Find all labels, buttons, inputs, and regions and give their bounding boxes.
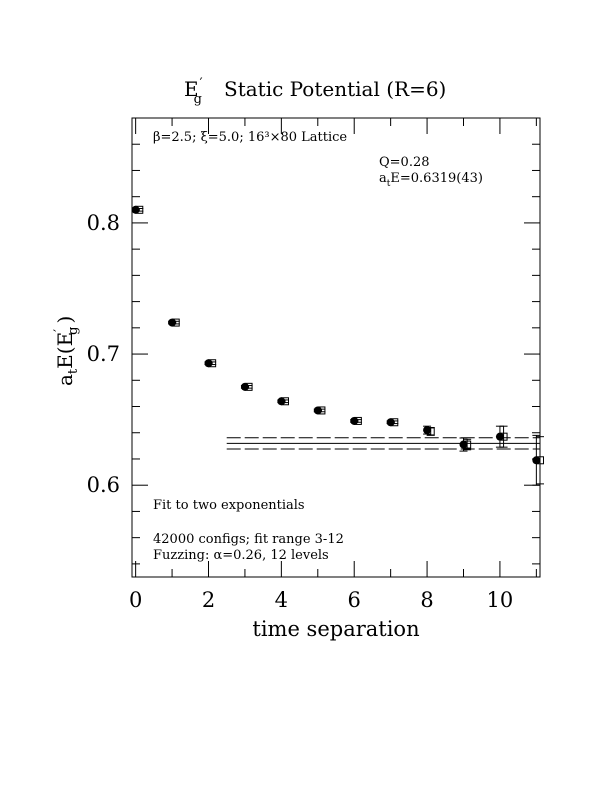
data-point-square — [390, 418, 399, 427]
data-point-square — [463, 440, 472, 449]
title-prime: ′ — [200, 76, 203, 91]
data-point-square — [135, 205, 144, 214]
data-point-square — [244, 382, 253, 391]
ate-sub: t — [387, 179, 391, 189]
x-tick-label: 4 — [275, 588, 288, 612]
lattice-annotation: β=2.5; ξ=5.0; 16³×80 Lattice — [153, 130, 347, 145]
data-points — [131, 205, 544, 486]
ate-annotation: atE=0.6319(43) — [379, 171, 483, 189]
fuzzing-annotation: Fuzzing: α=0.26, 12 levels — [153, 548, 329, 563]
y-tick-label: 0.7 — [87, 342, 120, 366]
title-main: E — [184, 77, 199, 101]
ate-rest: E=0.6319(43) — [390, 171, 483, 186]
data-point-square — [208, 359, 217, 368]
x-tick-label: 10 — [487, 588, 514, 612]
ylabel-prime: ′ — [52, 329, 67, 332]
ylabel-close: ) — [53, 316, 77, 324]
axis-ticks — [132, 117, 540, 577]
configs-annotation: 42000 configs; fit range 3-12 — [153, 532, 344, 547]
y-tick-labels: 0.6 0.7 0.8 — [87, 211, 120, 497]
fit-band — [226, 437, 540, 450]
x-tick-label: 6 — [348, 588, 361, 612]
plot-frame — [131, 117, 541, 578]
data-point-square — [353, 416, 362, 425]
title-sub: g — [194, 92, 202, 107]
y-tick-label: 0.8 — [87, 211, 120, 235]
x-axis-label: time separation — [252, 617, 419, 641]
data-point-square — [171, 318, 180, 327]
q-annotation: Q=0.28 — [379, 155, 430, 170]
ate-a: a — [379, 171, 387, 186]
title-rest: Static Potential (R=6) — [224, 77, 446, 101]
x-tick-label: 2 — [202, 588, 215, 612]
ylabel-a-sub: t — [66, 368, 81, 374]
data-point-square — [281, 397, 289, 406]
x-tick-label: 8 — [420, 588, 433, 612]
chart-title: E′ g Static Potential (R=6) — [184, 76, 446, 107]
data-point-square — [426, 427, 435, 436]
y-tick-label: 0.6 — [87, 473, 120, 497]
fit-annotation: Fit to two exponentials — [153, 498, 305, 513]
data-point-square — [536, 456, 544, 465]
x-tick-label: 0 — [129, 588, 142, 612]
ylabel-e: E(E — [53, 332, 77, 369]
x-tick-labels: 0 2 4 6 8 10 — [129, 588, 513, 612]
y-axis-label: atE(E′g) — [52, 316, 81, 386]
data-point-square — [317, 406, 326, 415]
data-point-square — [499, 432, 508, 441]
ylabel-e-sub: g — [66, 327, 81, 335]
ylabel-a: a — [53, 374, 77, 386]
